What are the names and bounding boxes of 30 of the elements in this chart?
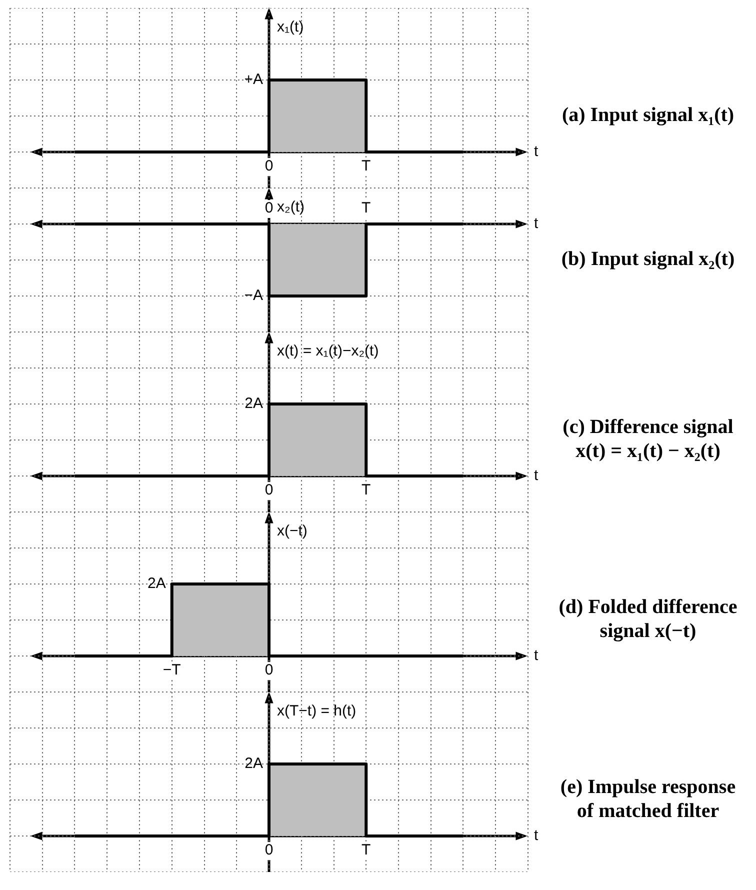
x-tick-label: 0	[264, 200, 274, 217]
y-axis-title: x(t) = x₁(t)−x₂(t)	[277, 342, 379, 360]
y-axis-title: x₁(t)	[277, 18, 304, 36]
text: (a) Input signal x₁(t)	[562, 104, 734, 126]
x-tick-label: T	[362, 842, 371, 859]
text: (c) Difference signal x(t) = x₁(t) − x₂(t)	[562, 416, 734, 462]
x-tick-label: 0	[264, 842, 274, 859]
x-tick-label: T	[362, 158, 371, 175]
annotation: 2A	[244, 755, 263, 772]
annotation: +A	[244, 71, 263, 88]
x-axis-title: t	[534, 647, 539, 664]
x-tick-label: T	[362, 482, 371, 499]
y-axis-title: x₂(t)	[277, 198, 304, 216]
text: (e) Impulse response of matched filter	[560, 776, 736, 822]
x-tick-label: 0	[264, 482, 274, 499]
annotation: 2A	[148, 575, 166, 592]
text: (b) Input signal x₂(t)	[561, 248, 735, 270]
annotation: −A	[244, 287, 263, 304]
y-axis-title: x(T−t) = h(t)	[277, 702, 356, 720]
x-tick-label: −T	[162, 662, 181, 679]
x-axis-title: t	[534, 467, 539, 484]
text: (d) Folded difference signal x(−t)	[558, 596, 738, 642]
annotation: 2A	[244, 395, 263, 412]
x-axis-title: t	[534, 215, 539, 232]
y-axis-title: x(−t)	[277, 522, 308, 540]
x-tick-label: 0	[264, 158, 274, 175]
x-axis-title: t	[534, 143, 539, 160]
x-tick-label: T	[362, 200, 371, 217]
x-tick-label: 0	[264, 662, 274, 679]
x-axis-title: t	[534, 827, 539, 844]
